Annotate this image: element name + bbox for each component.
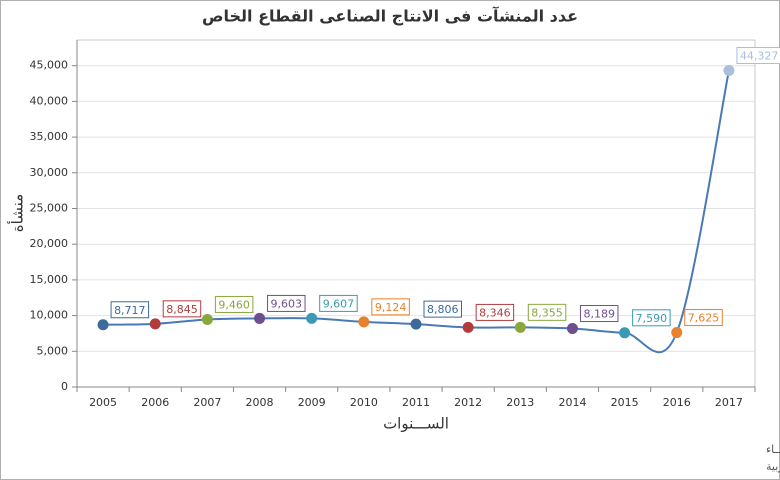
y-tick-label: 30,000 — [30, 166, 69, 179]
point — [149, 318, 161, 330]
value-label-box — [632, 309, 671, 327]
y-tick-label: 20,000 — [30, 237, 69, 250]
footer-line: المصدر الأساسي للأحصاءات الرسمية لجمهوري… — [766, 459, 780, 473]
y-tick-label: 5,000 — [37, 344, 69, 357]
point — [201, 313, 213, 325]
point — [410, 318, 422, 330]
value-label-box — [162, 300, 202, 318]
x-tick-label: 2014 — [558, 396, 586, 409]
point — [566, 323, 578, 335]
y-tick-label: 25,000 — [30, 202, 69, 215]
x-tick-label: 2015 — [611, 396, 639, 409]
footer-line: حقوق الملكية للجهـــاز المركزي للتعبئة ا… — [766, 442, 780, 456]
x-tick-label: 2005 — [89, 396, 117, 409]
point — [723, 65, 735, 77]
value-label-box — [267, 294, 306, 312]
value-label-box — [475, 303, 515, 321]
y-tick-label: 15,000 — [30, 273, 69, 286]
value-label-box — [736, 47, 780, 65]
y-tick-label: 40,000 — [30, 94, 69, 107]
y-tick-label: 10,000 — [30, 309, 69, 322]
value-label: 9,124 — [375, 301, 407, 314]
x-tick-label: 2013 — [506, 396, 534, 409]
y-tick-label: 35,000 — [30, 130, 69, 143]
value-label-box — [214, 295, 254, 313]
value-label: 8,355 — [531, 306, 563, 319]
x-tick-label: 2007 — [193, 396, 221, 409]
y-tick-label: 0 — [61, 380, 68, 393]
value-label: 9,603 — [271, 297, 303, 310]
value-label-box — [371, 298, 410, 316]
value-label-box — [110, 301, 150, 319]
point — [619, 327, 631, 339]
point — [671, 327, 683, 339]
x-axis-label: الســـنوات — [383, 415, 449, 433]
value-label-box — [319, 294, 358, 312]
x-tick-label: 2012 — [454, 396, 482, 409]
value-label: 9,460 — [218, 298, 250, 311]
x-tick-label: 2010 — [350, 396, 378, 409]
value-label: 8,717 — [114, 304, 146, 317]
point — [254, 312, 266, 324]
value-label: 9,607 — [323, 297, 355, 310]
value-label: 7,625 — [688, 312, 720, 325]
line — [103, 70, 730, 354]
x-tick-label: 2006 — [141, 396, 169, 409]
point — [514, 321, 526, 333]
x-tick-label: 2011 — [402, 396, 430, 409]
point — [358, 316, 370, 328]
chart-title: عدد المنشآت فى الانتاج الصناعى القطاع ال… — [202, 6, 578, 26]
x-tick-label: 2008 — [246, 396, 274, 409]
value-label: 44,327 — [740, 50, 779, 63]
x-tick-label: 2017 — [715, 396, 743, 409]
value-label-box — [423, 300, 462, 318]
x-tick-label: 2016 — [663, 396, 691, 409]
value-label-box — [527, 303, 567, 321]
point — [97, 319, 109, 331]
value-label: 8,806 — [427, 303, 459, 316]
value-label-box — [579, 305, 619, 323]
value-label: 8,346 — [479, 306, 511, 319]
point — [462, 321, 474, 333]
value-label: 8,189 — [583, 308, 615, 321]
value-label: 7,590 — [636, 312, 668, 325]
x-tick-label: 2009 — [298, 396, 326, 409]
value-label: 8,845 — [166, 303, 198, 316]
y-tick-label: 45,000 — [30, 59, 69, 72]
y-axis-label: منشأة — [7, 194, 27, 232]
point — [306, 312, 318, 324]
value-label-box — [684, 309, 723, 327]
